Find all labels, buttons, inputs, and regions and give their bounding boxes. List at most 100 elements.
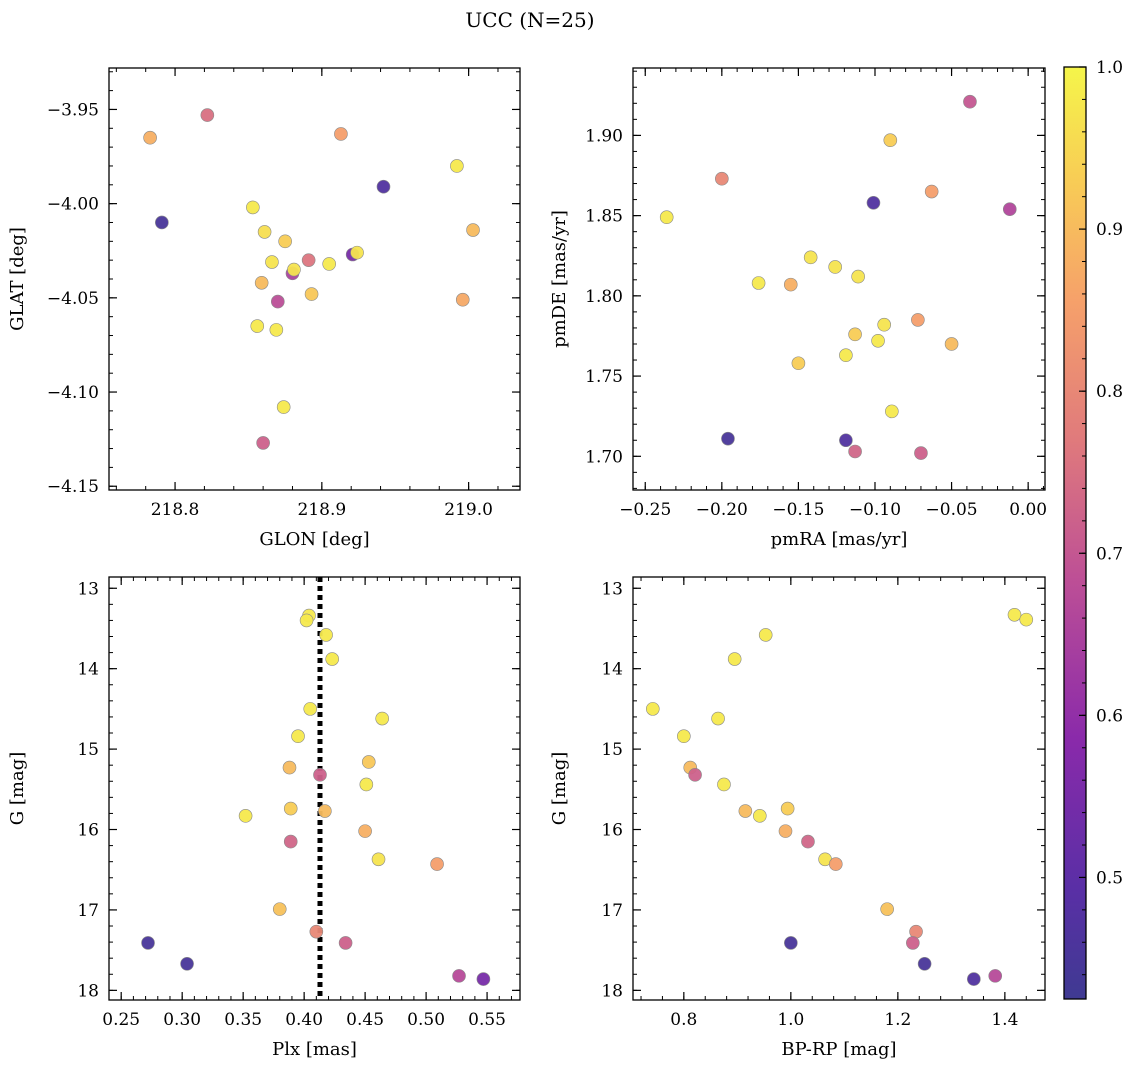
- data-point: [283, 834, 298, 849]
- data-point: [778, 824, 793, 838]
- data-point: [1002, 202, 1017, 217]
- y-tick-label: −4.00: [47, 195, 99, 215]
- data-point: [238, 809, 253, 823]
- data-point: [645, 702, 660, 716]
- data-point: [738, 804, 753, 818]
- x-tick-label: 0.55: [468, 1010, 506, 1030]
- panel-glon-glat: 218.8 218.9 219.0 −4.15 −4.10 −4.05 −4.00 −3.95…: [7, 67, 521, 550]
- data-point: [246, 200, 260, 215]
- data-point: [721, 431, 735, 446]
- y-axis-label: G [mag]: [549, 752, 570, 825]
- axes-frame: [108, 67, 521, 491]
- data-point: [717, 777, 731, 792]
- data-point: [291, 729, 305, 744]
- data-point: [801, 834, 815, 849]
- x-tick-label: −0.05: [926, 500, 978, 520]
- data-point: [338, 936, 353, 950]
- data-point: [909, 924, 923, 939]
- data-point: [848, 444, 862, 459]
- panel-plx-g: 0.25 0.30 0.35 0.40 0.45 0.50 0.55 13 14 15 16 17 18…: [7, 576, 521, 1060]
- data-point: [256, 436, 270, 450]
- y-tick-label: 15: [77, 740, 99, 760]
- data-point: [455, 292, 470, 307]
- data-point: [250, 319, 265, 333]
- data-point: [1019, 612, 1034, 627]
- x-tick-label: 0.00: [1009, 500, 1047, 520]
- data-point: [784, 936, 798, 950]
- data-point: [877, 317, 891, 332]
- y-tick-label: −3.95: [47, 100, 99, 120]
- y-tick-label: 1.80: [585, 287, 623, 307]
- x-tick-label: 0.40: [285, 1010, 323, 1030]
- x-tick-label: 0.35: [224, 1010, 262, 1030]
- x-tick-label: 1.4: [991, 1010, 1018, 1030]
- data-point: [299, 613, 314, 628]
- x-tick-label: 0.8: [670, 1010, 697, 1030]
- y-axis-label: pmDE [mas/yr]: [549, 210, 570, 348]
- data-point: [659, 210, 674, 225]
- colorbar: 0.5 0.6 0.7 0.8 0.9 1.0: [1063, 58, 1123, 1000]
- data-point: [141, 936, 155, 950]
- data-point: [358, 824, 372, 838]
- data-point: [711, 711, 725, 726]
- x-tick-label: 218.9: [298, 500, 347, 520]
- panel-bprp-g: 0.8 1.0 1.2 1.4 13 14 15 16 17 18 BP-RP [mag] G [ma…: [549, 576, 1046, 1060]
- y-tick-label: 13: [601, 579, 623, 599]
- data-point: [906, 936, 920, 950]
- y-tick-label: −4.15: [47, 477, 99, 497]
- data-point: [839, 348, 853, 363]
- x-tick-label: 0.30: [163, 1010, 201, 1030]
- data-point: [753, 809, 767, 823]
- data-point: [791, 356, 806, 371]
- y-tick-label: 14: [601, 660, 623, 680]
- data-point: [452, 969, 466, 983]
- data-point: [143, 130, 157, 145]
- data-point: [466, 223, 480, 237]
- y-axis-label: G [mag]: [7, 752, 28, 825]
- x-tick-label: 219.0: [444, 500, 493, 520]
- data-point: [265, 255, 279, 269]
- data-point: [361, 755, 376, 769]
- x-tick-label: 0.45: [346, 1010, 384, 1030]
- y-tick-label: 1.75: [585, 367, 623, 387]
- data-point: [476, 972, 491, 986]
- data-point: [967, 972, 981, 986]
- axes-frame: [632, 67, 1046, 491]
- y-tick-label: 1.90: [585, 126, 623, 146]
- axes-frame: [108, 576, 521, 1001]
- x-tick-label: −0.25: [619, 500, 671, 520]
- colorbar-tick-label: 0.7: [1096, 544, 1123, 564]
- colorbar-tick-label: 0.5: [1096, 868, 1123, 888]
- y-tick-label: 1.85: [585, 207, 623, 227]
- data-point: [180, 957, 194, 971]
- x-tick-label: −0.10: [849, 500, 901, 520]
- data-point: [828, 260, 842, 274]
- data-point: [278, 234, 292, 249]
- data-point: [944, 337, 959, 351]
- data-point: [758, 628, 773, 642]
- data-point: [883, 133, 898, 148]
- x-axis-label: pmRA [mas/yr]: [771, 529, 908, 550]
- x-tick-label: 1.2: [884, 1010, 911, 1030]
- data-point: [334, 127, 348, 141]
- panel-pmra-pmde: −0.25 −0.20 −0.15 −0.10 −0.05 0.00 1.70 1.75 1.8…: [549, 67, 1047, 550]
- x-tick-label: 1.0: [777, 1010, 804, 1030]
- data-point: [924, 184, 939, 199]
- y-tick-label: 15: [601, 740, 623, 760]
- colorbar-tick-label: 1.0: [1096, 58, 1123, 78]
- data-point: [350, 245, 364, 260]
- data-point: [988, 969, 1003, 983]
- y-tick-label: 17: [601, 901, 623, 921]
- data-point: [304, 287, 319, 301]
- data-point: [322, 257, 336, 271]
- data-point: [917, 957, 932, 971]
- data-point: [282, 760, 297, 775]
- x-tick-label: −0.20: [696, 500, 748, 520]
- y-tick-label: 18: [77, 981, 99, 1001]
- data-point: [376, 179, 391, 194]
- data-point: [885, 404, 899, 419]
- data-point: [325, 652, 339, 666]
- data-point: [287, 262, 301, 277]
- data-point: [866, 195, 881, 210]
- data-point: [257, 225, 272, 239]
